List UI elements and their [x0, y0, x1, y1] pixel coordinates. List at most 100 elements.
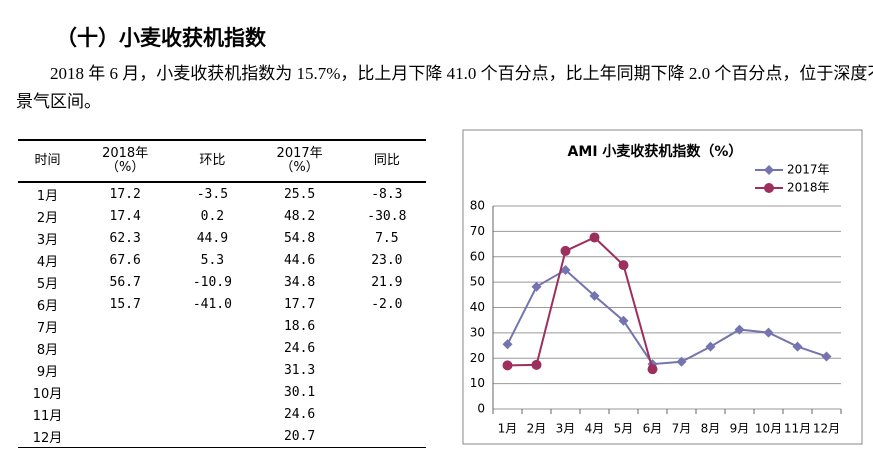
- marker: [734, 324, 745, 335]
- table-cell: 21.9: [371, 274, 403, 290]
- table-cell: 44.6: [283, 252, 316, 268]
- marker: [560, 264, 571, 275]
- y-tick-label: 0: [477, 402, 485, 416]
- x-tick-label: 8月: [701, 422, 721, 436]
- table-cell: 25.5: [283, 186, 316, 202]
- table-cell: 56.7: [109, 274, 141, 290]
- table-cell: 10月: [32, 386, 63, 402]
- table-cell: -10.9: [192, 274, 232, 290]
- table: 时间 2018年 （%） 环比 2017年 （%） 同比 1月 17.2 -3.5 25.5 -8…: [18, 139, 426, 448]
- header-cell: 2018年 （%）: [77, 139, 174, 183]
- y-tick-label: 40: [470, 300, 485, 314]
- table-cell: 30.1: [283, 384, 316, 400]
- table-cell: 17.7: [283, 296, 316, 312]
- chart-title: AMI 小麦收获机指数（%）: [568, 143, 743, 160]
- x-tick-label: 4月: [585, 422, 605, 436]
- table-cell: 54.8: [283, 230, 316, 246]
- table-row: 12月 20.7: [18, 425, 426, 448]
- legend-label: 2018年: [787, 181, 830, 195]
- x-tick-label: 10月: [755, 422, 782, 436]
- marker: [647, 364, 658, 375]
- legend-label: 2017年: [787, 163, 830, 177]
- marker: [763, 327, 774, 338]
- x-tick-label: 6月: [643, 422, 663, 436]
- x-tick-label: 1月: [498, 422, 518, 436]
- x-tick-label: 11月: [784, 422, 811, 436]
- x-tick-label: 9月: [730, 422, 750, 436]
- header-cell: 时间: [18, 139, 78, 183]
- y-tick-label: 60: [470, 249, 485, 263]
- table-cell: 67.6: [109, 252, 141, 268]
- marker: [764, 165, 774, 175]
- marker: [764, 183, 774, 193]
- x-tick-label: 3月: [556, 422, 576, 436]
- table-cell: 24.6: [283, 340, 316, 356]
- x-tick-label: 7月: [672, 422, 692, 436]
- heading: （十）小麦收获机指数: [56, 26, 266, 50]
- marker: [618, 260, 629, 271]
- table-cell: 17.2: [109, 186, 141, 202]
- table-row: 1月 17.2 -3.5 25.5 -8.3: [18, 182, 426, 205]
- table-row: 9月 31.3: [18, 359, 426, 381]
- marker: [502, 339, 513, 350]
- x-tick-label: 12月: [813, 422, 840, 436]
- table-cell: 7月: [36, 320, 59, 336]
- marker: [502, 360, 513, 371]
- chart-frame: [462, 129, 863, 445]
- header-cell: 同比: [347, 139, 426, 183]
- table-row: 11月 24.6: [18, 403, 426, 425]
- table-cell: 8月: [36, 342, 59, 358]
- table-cell: 2月: [36, 210, 59, 226]
- table-row: 3月 62.3 44.9 54.8 7.5: [18, 227, 426, 249]
- table-cell: 62.3: [109, 230, 141, 246]
- marker: [821, 351, 832, 362]
- marker: [560, 245, 571, 256]
- y-tick-label: 70: [470, 224, 485, 238]
- table-cell: 31.3: [283, 362, 316, 378]
- marker: [531, 359, 542, 370]
- table-cell: 4月: [36, 254, 59, 270]
- table-row: 6月 15.7 -41.0 17.7 -2.0: [18, 293, 426, 315]
- header-row: 时间 2018年 （%） 环比 2017年 （%） 同比: [18, 139, 426, 183]
- table-cell: 5.3: [200, 252, 225, 268]
- y-tick-label: 10: [470, 376, 485, 390]
- table-cell: 48.2: [283, 208, 316, 224]
- table-cell: -8.3: [371, 186, 403, 202]
- table-cell: 12月: [18, 425, 78, 448]
- table-cell: -2.0: [371, 296, 403, 312]
- table-row: 7月 18.6: [18, 315, 426, 337]
- table-cell: -3.5: [196, 186, 229, 202]
- marker: [792, 341, 803, 352]
- header-cell: 2017年 （%）: [251, 139, 348, 183]
- marker: [676, 356, 687, 367]
- table-cell: 15.7: [109, 296, 141, 312]
- y-tick-label: 50: [470, 275, 485, 289]
- table-cell: -41.0: [192, 296, 232, 312]
- marker: [589, 290, 600, 301]
- table-cell: 34.8: [283, 274, 316, 290]
- table-cell: [173, 425, 252, 448]
- table-row: 2月 17.4 0.2 48.2 -30.8: [18, 205, 426, 227]
- marker: [589, 232, 600, 243]
- marker: [618, 315, 629, 326]
- table-cell: 6月: [36, 298, 59, 314]
- table-cell: 0.2: [200, 208, 225, 224]
- table-cell: 7.5: [375, 230, 399, 246]
- x-tick-label: 2月: [527, 422, 547, 436]
- table-row: 5月 56.7 -10.9 34.8 21.9: [18, 271, 426, 293]
- table-cell: 5月: [36, 276, 59, 292]
- y-tick-label: 80: [470, 199, 485, 213]
- marker: [705, 341, 716, 352]
- header-cell: 环比: [173, 139, 252, 183]
- x-tick-label: 5月: [614, 422, 634, 436]
- y-tick-label: 30: [470, 325, 485, 339]
- y-tick-label: 20: [470, 351, 485, 365]
- table-cell: 23.0: [371, 252, 403, 268]
- table-cell: 11月: [32, 408, 63, 424]
- table-cell: 3月: [36, 232, 59, 248]
- table-cell: [347, 425, 426, 448]
- table-cell: [77, 425, 174, 448]
- table-row: 10月 30.1: [18, 381, 426, 403]
- table-cell: 9月: [36, 364, 59, 380]
